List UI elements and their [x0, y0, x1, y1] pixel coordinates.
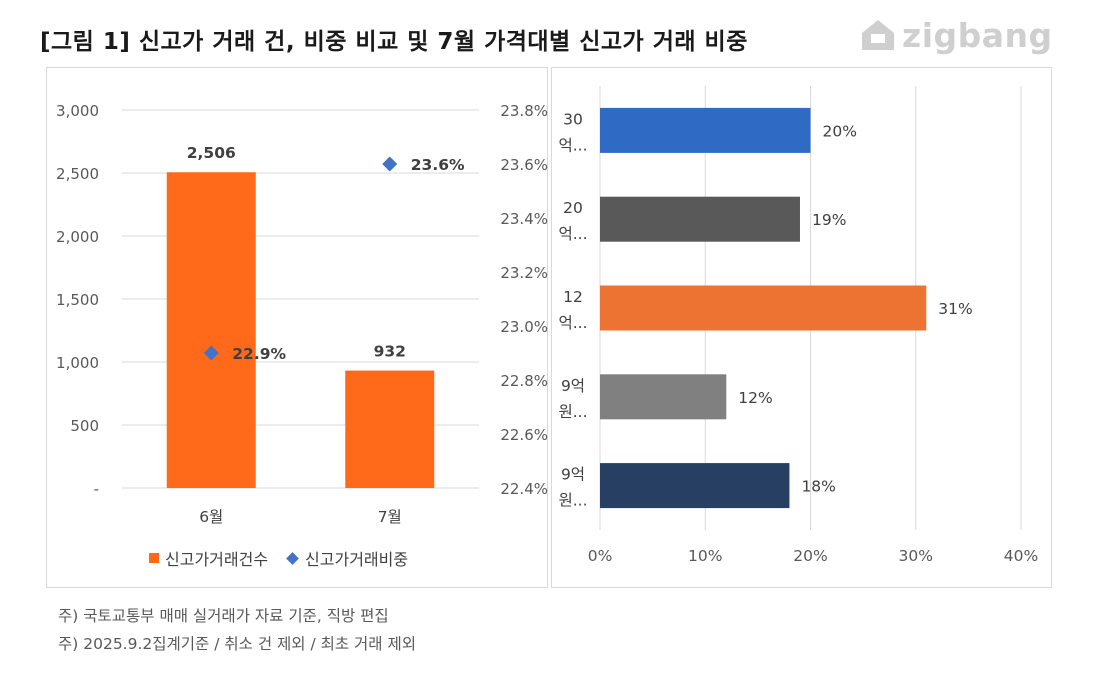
category-label-line2: 원... — [558, 492, 587, 510]
y-tick-label: - — [94, 480, 99, 498]
house-icon — [862, 20, 894, 50]
bar — [600, 374, 727, 420]
secondary-y-tick-label: 23.2% — [500, 264, 548, 282]
secondary-y-tick-label: 23.0% — [500, 318, 548, 336]
bar — [600, 196, 800, 242]
category-label-line2: 억... — [558, 314, 587, 332]
category-label-line1: 12 — [563, 288, 583, 306]
secondary-y-tick-label: 23.4% — [500, 210, 548, 228]
x-tick-label: 10% — [688, 547, 722, 565]
footnote-criteria: 주) 2025.9.2집계기준 / 취소 건 제외 / 최초 거래 제외 — [58, 635, 417, 653]
category-label-line1: 20 — [563, 199, 583, 217]
bar-value-label: 12% — [738, 389, 772, 407]
secondary-y-tick-label: 23.6% — [500, 156, 548, 174]
y-tick-label: 1,000 — [56, 354, 99, 372]
y-tick-label: 500 — [70, 417, 99, 435]
bar — [600, 285, 927, 331]
combo-chart: - 500 1,000 1,500 2,000 2,500 3,000 2,506 6월 22.9… — [56, 102, 479, 526]
bar-value-label: 2,506 — [187, 144, 236, 162]
bar — [166, 172, 256, 488]
category-label-line2: 원... — [558, 403, 587, 421]
bar — [600, 107, 811, 153]
category-label-line1: 9억 — [561, 466, 585, 484]
x-tick-label: 20% — [793, 547, 827, 565]
bar-value-label: 31% — [938, 300, 972, 318]
right-chart-panel: 22.4% 22.6% 22.8% 23.0% 23.2% 23.4% 23.6% 23.8%… — [500, 67, 1052, 588]
y-tick-label: 1,500 — [56, 291, 99, 309]
x-tick-label: 7월 — [378, 508, 402, 526]
x-tick-label: 30% — [899, 547, 933, 565]
y-tick-label: 3,000 — [56, 102, 99, 120]
category-label-line2: 억... — [558, 136, 587, 154]
footnote-source: 주) 국토교통부 매매 실거래가 자료 기준, 직방 편집 — [58, 607, 389, 625]
left-chart-panel: - 500 1,000 1,500 2,000 2,500 3,000 2,506 6월 22.9… — [46, 67, 548, 588]
scatter-point — [382, 156, 398, 172]
legend-item-share: 신고가거래비중 — [286, 546, 408, 570]
secondary-y-tick-label: 23.8% — [500, 102, 548, 120]
category-label-line1: 9억 — [561, 377, 585, 395]
secondary-y-tick-label: 22.8% — [500, 372, 548, 390]
y-tick-label: 2,000 — [56, 228, 99, 246]
legend-label-share: 신고가거래비중 — [305, 550, 409, 569]
zigbang-logo: zigbang — [858, 14, 1053, 56]
y-tick-label: 2,500 — [56, 165, 99, 183]
scatter-point — [203, 345, 219, 361]
logo-text: zigbang — [902, 15, 1053, 55]
bar-value-label: 18% — [801, 478, 835, 496]
bar-value-label: 20% — [823, 122, 857, 140]
bar-value-label: 19% — [812, 211, 846, 229]
legend-label-count: 신고가거래건수 — [165, 550, 269, 569]
secondary-y-tick-label: 22.4% — [500, 480, 548, 498]
secondary-y-tick-label: 22.6% — [500, 426, 548, 444]
legend-diamond-icon — [286, 551, 299, 565]
bar-value-label: 932 — [374, 343, 406, 361]
bar — [600, 463, 790, 509]
category-label-line2: 억... — [558, 225, 587, 243]
bar — [345, 370, 435, 488]
x-tick-label: 6월 — [199, 508, 223, 526]
x-tick-label: 40% — [1004, 547, 1038, 565]
category-label-line1: 30 — [563, 110, 583, 128]
horizontal-bar-chart: 22.4% 22.6% 22.8% 23.0% 23.2% 23.4% 23.6% 23.8%… — [500, 86, 1038, 565]
point-value-label: 23.6% — [411, 156, 465, 174]
x-tick-label: 0% — [588, 547, 613, 565]
legend-square-icon — [149, 553, 159, 563]
page-title: [그림 1] 신고가 거래 건, 비중 비교 및 7월 가격대별 신고가 거래 … — [40, 29, 748, 55]
point-value-label: 22.9% — [232, 345, 286, 363]
chart-legend: 신고가거래건수 신고가거래비중 — [149, 546, 426, 570]
legend-item-count: 신고가거래건수 — [149, 546, 268, 570]
